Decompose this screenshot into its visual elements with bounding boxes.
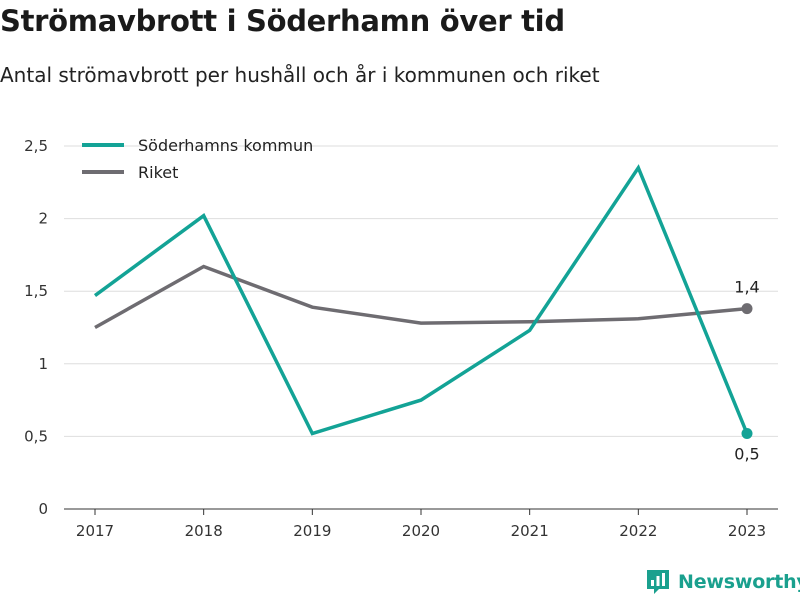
series-end-point: [741, 427, 753, 439]
y-tick-label: 2: [38, 210, 48, 228]
x-tick-label: 2018: [185, 522, 223, 540]
legend-label: Riket: [138, 163, 178, 182]
y-tick-label: 0,5: [24, 427, 48, 445]
newsworthy-logo-icon: [647, 570, 669, 594]
series-line-riket: [94, 264, 748, 330]
legend-label: Söderhamns kommun: [138, 136, 313, 155]
x-tick-label: 2019: [293, 522, 331, 540]
x-tick-label: 2023: [728, 522, 766, 540]
y-tick-label: 1: [38, 355, 48, 373]
x-tick-label: 2017: [76, 522, 114, 540]
y-tick-label: 1,5: [24, 282, 48, 300]
brand-name: Newsworthy: [678, 571, 800, 593]
series-end-point: [741, 303, 753, 315]
chart-subtitle: Antal strömavbrott per hushåll och år i …: [0, 63, 600, 87]
series-line-soderhamn: [93, 164, 749, 436]
data-label: 1,4: [734, 278, 759, 297]
x-tick-label: 2020: [402, 522, 440, 540]
x-tick-label: 2021: [511, 522, 549, 540]
y-tick-label: 2,5: [24, 137, 48, 155]
data-label: 0,5: [734, 444, 759, 463]
x-tick-label: 2022: [619, 522, 657, 540]
y-tick-label: 0: [38, 500, 48, 518]
brand: Newsworthy: [645, 568, 800, 596]
chart-title: Strömavbrott i Söderhamn över tid: [0, 4, 565, 38]
